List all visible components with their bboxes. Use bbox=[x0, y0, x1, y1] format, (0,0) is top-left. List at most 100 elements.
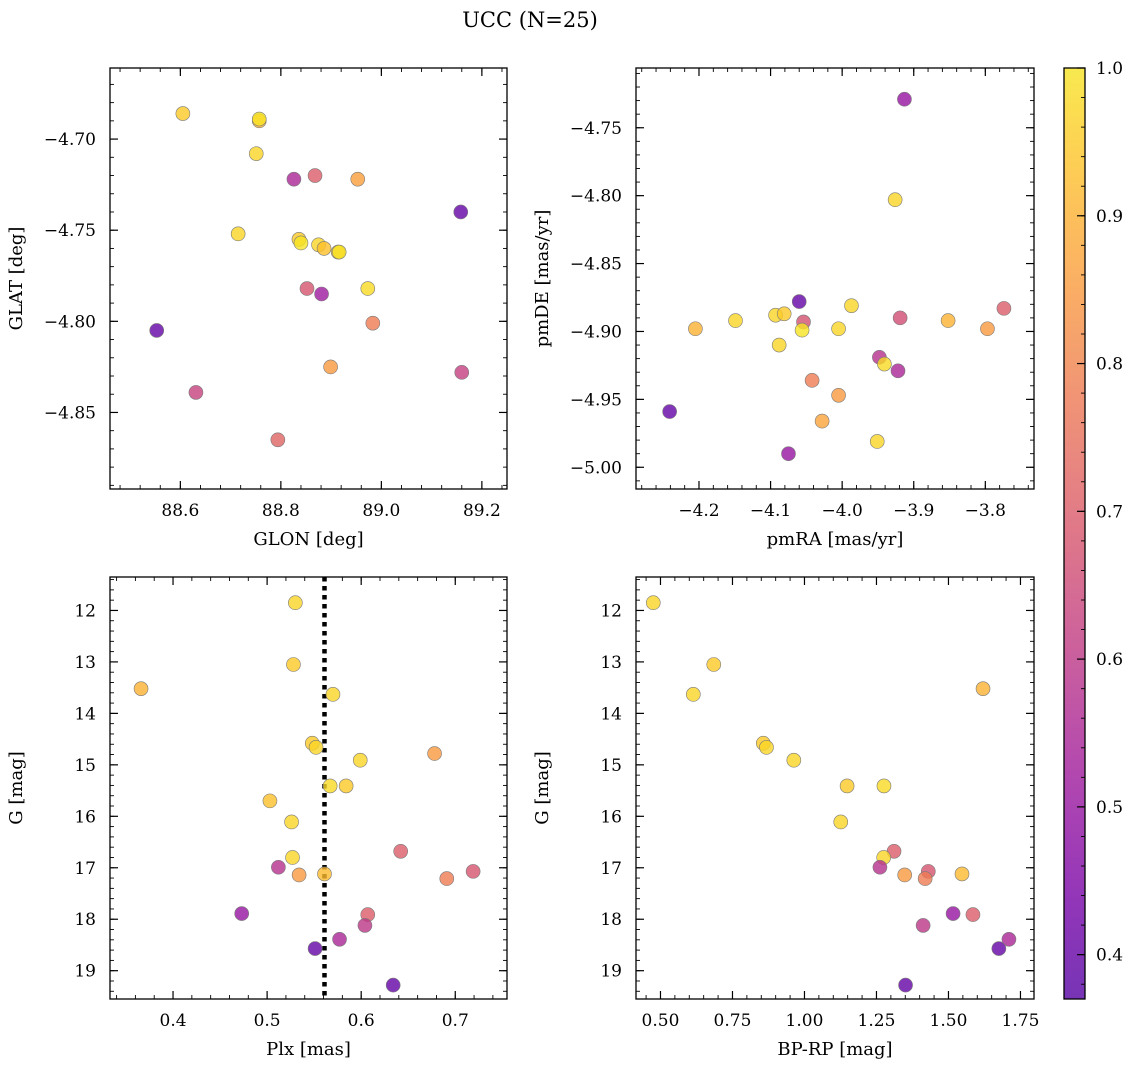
scatter-point bbox=[325, 687, 341, 702]
scatter-point bbox=[307, 941, 323, 956]
scatter-points bbox=[662, 91, 1012, 461]
y-tick-label: 14 bbox=[74, 704, 96, 724]
scatter-point bbox=[385, 977, 401, 993]
y-axis-label: GLAT [deg] bbox=[6, 227, 27, 331]
axes-frame bbox=[635, 576, 1035, 1000]
axes-frame bbox=[109, 67, 508, 490]
x-tick-label: −4.0 bbox=[822, 501, 863, 521]
x-tick-label: 0.75 bbox=[714, 1011, 752, 1031]
y-tick-label: −4.75 bbox=[570, 119, 622, 139]
scatter-point bbox=[308, 740, 324, 755]
scatter-point bbox=[831, 321, 846, 337]
y-tick-label: −5.00 bbox=[570, 458, 622, 478]
panel-pmra-pmde: −4.2 −4.1 −4.0 −3.9 −3.8 −5.00 −4.95 −4.90 −4.85… bbox=[532, 67, 1035, 550]
scatter-point bbox=[1001, 932, 1017, 947]
x-tick-label: 1.75 bbox=[1002, 1011, 1040, 1031]
scatter-point bbox=[133, 681, 149, 696]
scatter-point bbox=[360, 281, 376, 296]
x-tick-label: −4.1 bbox=[750, 501, 791, 521]
scatter-point bbox=[317, 866, 332, 882]
scatter-point bbox=[688, 321, 703, 337]
scatter-point bbox=[453, 204, 469, 220]
scatter-point bbox=[872, 859, 888, 875]
scatter-points bbox=[149, 106, 470, 448]
x-tick-label: 0.50 bbox=[642, 1011, 680, 1031]
y-tick-label: −4.90 bbox=[570, 322, 622, 342]
x-tick-label: 0.7 bbox=[442, 1011, 469, 1031]
scatter-point bbox=[897, 867, 912, 883]
minor-ticks bbox=[110, 68, 507, 489]
colorbar-tick-label: 0.6 bbox=[1096, 650, 1123, 670]
scatter-point bbox=[791, 294, 807, 309]
y-tick-label: 19 bbox=[600, 962, 622, 982]
scatter-point bbox=[890, 363, 906, 379]
colorbar-tick-label: 1.0 bbox=[1096, 59, 1123, 79]
scatter-point bbox=[286, 171, 302, 187]
colorbar-tick-label: 0.5 bbox=[1096, 798, 1123, 818]
scatter-point bbox=[759, 740, 774, 755]
scatter-points bbox=[133, 595, 481, 993]
x-axis-label: BP-RP [mag] bbox=[777, 1039, 892, 1060]
x-tick-label: 88.6 bbox=[161, 501, 199, 521]
scatter-point bbox=[427, 746, 442, 761]
scatter-point bbox=[357, 918, 373, 933]
scatter-point bbox=[293, 235, 309, 251]
x-tick-label: 1.25 bbox=[858, 1011, 896, 1031]
scatter-point bbox=[804, 373, 820, 388]
y-tick-label: 18 bbox=[600, 910, 622, 930]
y-tick-label: 18 bbox=[74, 910, 96, 930]
scatter-point bbox=[869, 434, 885, 449]
scatter-point bbox=[332, 932, 347, 947]
y-tick-label: 16 bbox=[74, 807, 96, 827]
scatter-point bbox=[439, 871, 455, 886]
colorbar: 0.4 0.5 0.6 0.7 0.8 0.9 1.0 bbox=[1063, 59, 1123, 1000]
x-tick-label: 1.50 bbox=[930, 1011, 968, 1031]
x-tick-label: 1.00 bbox=[786, 1011, 824, 1031]
scatter-point bbox=[248, 146, 264, 161]
scatter-point bbox=[996, 301, 1012, 316]
scatter-point bbox=[814, 413, 830, 429]
axes-frame bbox=[635, 67, 1035, 490]
y-tick-label: −4.85 bbox=[44, 403, 96, 423]
y-tick-label: 13 bbox=[74, 653, 96, 673]
scatter-point bbox=[323, 359, 338, 375]
scatter-point bbox=[831, 387, 846, 403]
scatter-points bbox=[645, 595, 1017, 993]
scatter-point bbox=[887, 192, 903, 208]
y-tick-label: 17 bbox=[74, 859, 96, 879]
colorbar-bar bbox=[1063, 67, 1086, 1000]
scatter-point bbox=[338, 778, 354, 794]
y-axis-label: G [mag] bbox=[6, 751, 27, 824]
x-axis-label: Plx [mas] bbox=[266, 1039, 351, 1060]
scatter-point bbox=[980, 321, 995, 337]
colorbar-tick-label: 0.7 bbox=[1096, 502, 1123, 522]
scatter-point bbox=[954, 866, 970, 882]
scatter-point bbox=[365, 315, 381, 331]
scatter-point bbox=[945, 906, 961, 921]
y-tick-label: 15 bbox=[600, 756, 622, 776]
scatter-point bbox=[262, 793, 278, 809]
x-axis-label: GLON [deg] bbox=[253, 529, 363, 550]
scatter-point bbox=[686, 687, 701, 702]
y-tick-label: 15 bbox=[74, 756, 96, 776]
scatter-point bbox=[230, 226, 246, 242]
scatter-point bbox=[352, 752, 368, 768]
y-tick-label: −4.70 bbox=[44, 130, 96, 150]
scatter-point bbox=[839, 778, 855, 794]
scatter-point bbox=[876, 778, 892, 794]
y-tick-label: 14 bbox=[600, 704, 622, 724]
x-tick-label: 0.5 bbox=[254, 1011, 281, 1031]
scatter-point bbox=[307, 168, 323, 183]
scatter-point bbox=[975, 681, 991, 696]
scatter-point bbox=[781, 446, 796, 461]
scatter-point bbox=[270, 432, 286, 448]
x-tick-label: 88.8 bbox=[262, 501, 300, 521]
scatter-point bbox=[316, 241, 332, 256]
scatter-point bbox=[271, 859, 286, 875]
scatter-point bbox=[175, 106, 191, 121]
x-tick-label: −3.9 bbox=[893, 501, 934, 521]
scatter-point bbox=[940, 313, 956, 328]
y-tick-label: 12 bbox=[74, 601, 96, 621]
minor-ticks bbox=[636, 577, 1034, 999]
panel-glon-glat: 88.6 88.8 89.0 89.2 −4.85 −4.80 −4.75 −4.70 GLON… bbox=[6, 67, 508, 550]
